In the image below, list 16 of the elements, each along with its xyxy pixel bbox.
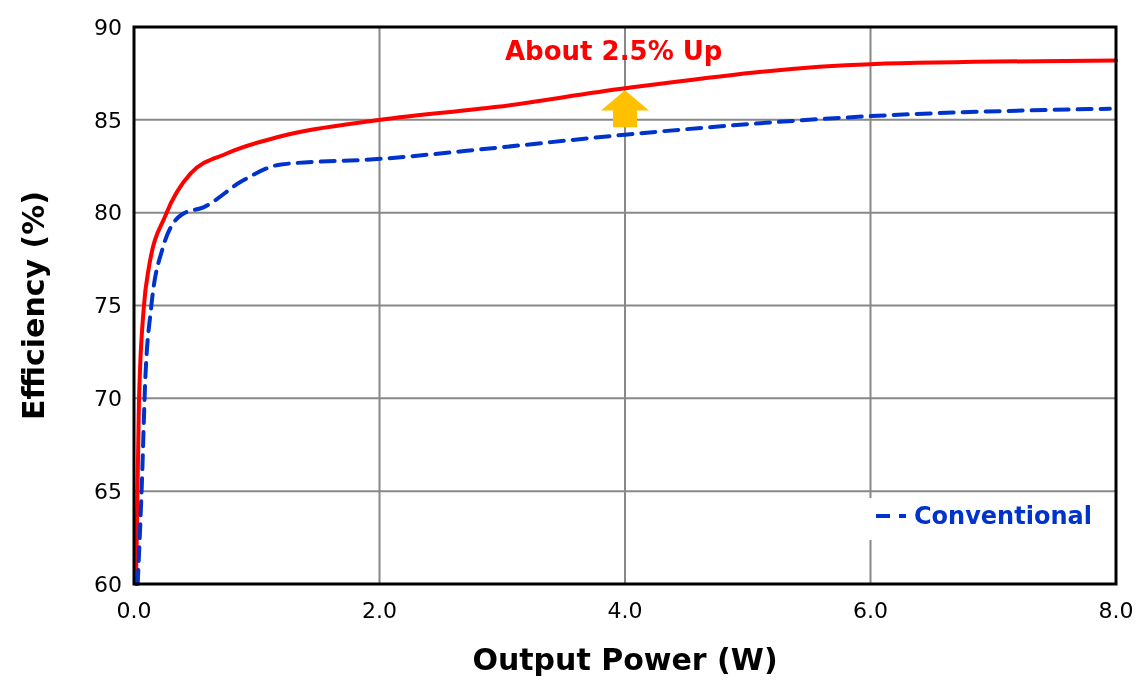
y-tick-label: 80 (94, 200, 122, 226)
x-tick-label: 4.0 (607, 598, 643, 623)
y-tick-label: 90 (94, 14, 122, 40)
y-tick-label: 65 (94, 478, 122, 504)
annotation: About 2.5% Up (505, 36, 723, 66)
x-axis-title: Output Power (W) (472, 642, 778, 677)
x-tick-label: 8.0 (1098, 598, 1134, 623)
x-tick-label: 0.0 (116, 598, 152, 623)
y-tick-label: 60 (94, 571, 122, 597)
y-tick-label: 70 (94, 386, 122, 412)
x-tick-label: 6.0 (853, 598, 888, 623)
y-tick-label: 85 (94, 107, 122, 133)
y-tick-label: 75 (94, 293, 122, 319)
x-tick-label: 2.0 (362, 598, 397, 623)
y-axis-title: Efficiency (%) (16, 191, 51, 420)
legend-label: Conventional (914, 502, 1092, 530)
